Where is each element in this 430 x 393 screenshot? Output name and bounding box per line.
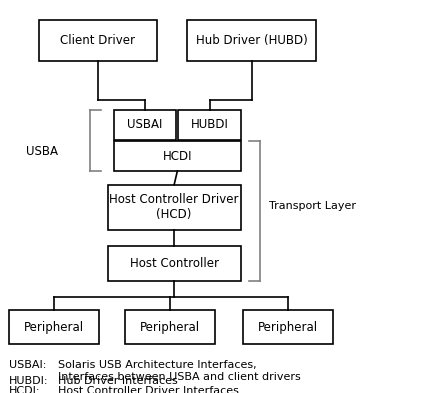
Bar	[114, 141, 241, 171]
Text: Host Controller Driver Interfaces: Host Controller Driver Interfaces	[58, 386, 239, 393]
Bar	[39, 20, 157, 61]
Text: HUBDI: HUBDI	[190, 118, 229, 131]
Text: HCDI:: HCDI:	[9, 386, 40, 393]
Bar	[187, 20, 316, 61]
Text: USBAI:: USBAI:	[9, 360, 46, 370]
Text: Client Driver: Client Driver	[60, 34, 135, 47]
Bar	[114, 110, 176, 140]
Bar	[125, 310, 215, 344]
Text: HCDI: HCDI	[163, 150, 192, 163]
Text: Host Controller: Host Controller	[130, 257, 218, 270]
Text: Peripheral: Peripheral	[140, 321, 200, 334]
Bar	[108, 185, 241, 230]
Text: USBA: USBA	[26, 145, 58, 158]
Text: Solaris USB Architecture Interfaces,
Interfaces between USBA and client drivers: Solaris USB Architecture Interfaces, Int…	[58, 360, 301, 382]
Bar	[108, 246, 241, 281]
Text: Peripheral: Peripheral	[24, 321, 84, 334]
Bar	[243, 310, 333, 344]
Bar	[9, 310, 99, 344]
Text: Transport Layer: Transport Layer	[269, 201, 356, 211]
Text: Hub Driver (HUBD): Hub Driver (HUBD)	[196, 34, 307, 47]
Text: HUBDI:: HUBDI:	[9, 376, 48, 386]
Text: Hub Driver Interfaces: Hub Driver Interfaces	[58, 376, 178, 386]
Text: Peripheral: Peripheral	[258, 321, 318, 334]
Text: USBAI: USBAI	[127, 118, 163, 131]
Bar	[178, 110, 241, 140]
Text: Host Controller Driver
(HCD): Host Controller Driver (HCD)	[109, 193, 239, 221]
